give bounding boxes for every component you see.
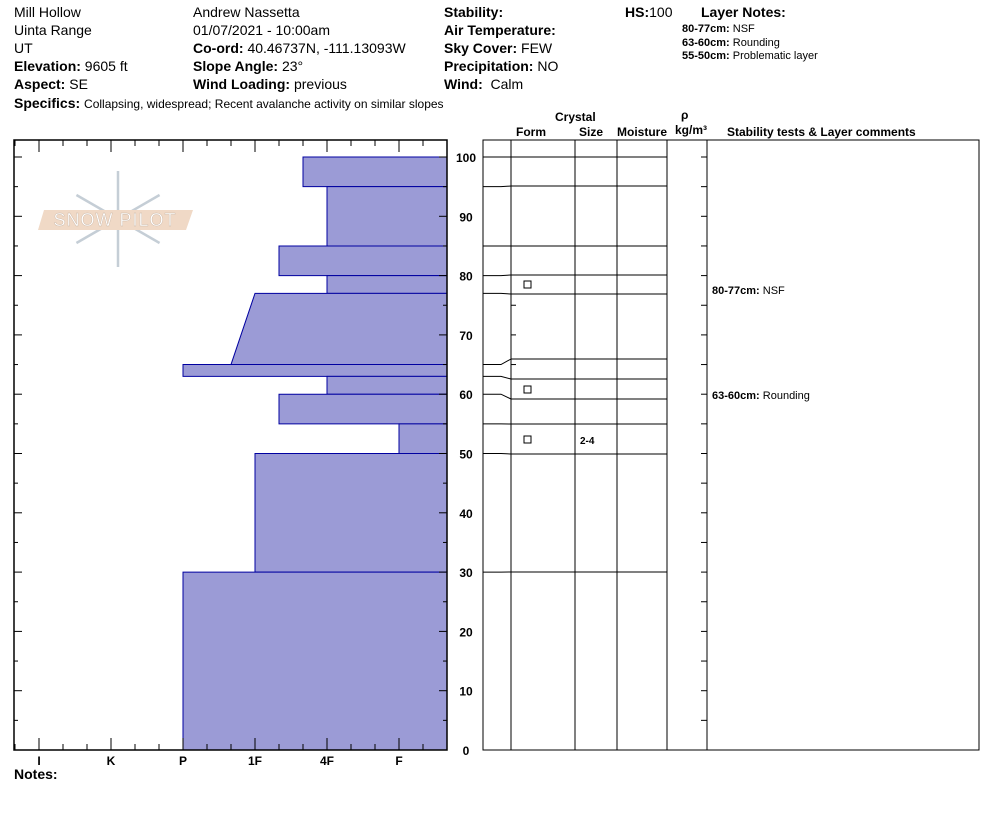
hardness-label: P: [179, 754, 187, 768]
range: Uinta Range: [14, 22, 92, 38]
hs: HS:100: [625, 4, 673, 20]
layer-note: 80-77cm: NSF: [682, 23, 755, 35]
logo-text: SNOW PILOT: [53, 210, 176, 230]
density-symbol: ρ: [681, 108, 689, 122]
layer-comment: 63-60cm: Rounding: [712, 390, 810, 402]
logo-band: [38, 210, 193, 230]
comments-frame: [706, 139, 980, 751]
density-unit: kg/m³: [675, 123, 708, 137]
comments-header: Stability tests & Layer comments: [727, 125, 916, 139]
coordinates: Co-ord: 40.46737N, -111.13093W: [193, 40, 406, 56]
elevation: Elevation: 9605 ft: [14, 58, 128, 74]
hardness-label: K: [107, 754, 116, 768]
notes-label: Notes:: [14, 766, 58, 782]
hardness-bar: [182, 571, 448, 751]
layer-connector: [483, 453, 512, 455]
depth-label: 10: [459, 685, 473, 699]
crystal-size: 2-4: [580, 436, 595, 447]
wind: Wind: Calm: [444, 76, 524, 92]
hardness-bar: [230, 292, 448, 366]
slope-angle: Slope Angle: 23°: [193, 58, 304, 74]
layer-connector: [483, 375, 512, 380]
moisture-header: Moisture: [617, 125, 668, 139]
layer-connector: [483, 292, 512, 295]
depth-label: 30: [459, 566, 473, 580]
hardness-bar: [254, 453, 448, 573]
layer-comment: 80-77cm: NSF: [712, 285, 785, 297]
depth-label: 50: [459, 448, 473, 462]
observer: Andrew Nassetta: [193, 4, 300, 20]
snowpilot-logo: SNOW PILOT: [38, 171, 193, 267]
layer-note: 63-60cm: Rounding: [682, 37, 780, 49]
location: Mill Hollow: [14, 4, 81, 20]
hardness-bar: [182, 364, 448, 377]
depth-label: 40: [459, 507, 473, 521]
hardness-bar: [278, 245, 448, 277]
depth-label: 70: [459, 329, 473, 343]
faceted-crystal-icon: [523, 385, 532, 394]
wind-loading: Wind Loading: previous: [193, 76, 347, 92]
air-temperature: Air Temperature:: [444, 22, 556, 38]
depth-label: 100: [456, 151, 476, 165]
depth-label: 20: [459, 625, 473, 639]
hardness-label: F: [395, 754, 402, 768]
layer-notes-title: Layer Notes:: [701, 4, 786, 20]
hardness-label: 1F: [248, 754, 262, 768]
size-header: Size: [579, 125, 604, 139]
stability: Stability:: [444, 4, 504, 20]
faceted-crystal-icon: [523, 280, 532, 289]
layer-connector: [483, 185, 512, 188]
hardness-bar: [326, 375, 448, 395]
hardness-bar: [326, 275, 448, 294]
layer-note: 55-50cm: Problematic layer: [682, 50, 818, 62]
hardness-bar: [326, 186, 448, 247]
sky-cover: Sky Cover: FEW: [444, 40, 553, 56]
hardness-bar: [302, 156, 448, 188]
specifics: Specifics: Collapsing, widespread; Recen…: [14, 95, 444, 111]
hardness-label: 4F: [320, 754, 334, 768]
layer-connector: [483, 274, 512, 277]
state: UT: [14, 40, 33, 56]
hardness-bar: [278, 393, 448, 425]
datetime: 01/07/2021 - 10:00am: [193, 22, 330, 38]
depth-label: 80: [459, 270, 473, 284]
layer-connector: [483, 393, 512, 400]
depth-label: 60: [459, 388, 473, 402]
aspect: Aspect: SE: [14, 76, 88, 92]
form-header: Form: [516, 125, 546, 139]
layer-connector: [483, 358, 512, 366]
depth-label: 90: [459, 210, 473, 224]
precipitation: Precipitation: NO: [444, 58, 559, 74]
depth-label: 0: [463, 744, 470, 758]
crystal-header: Crystal: [555, 110, 596, 124]
hardness-label: I: [37, 754, 40, 768]
hardness-bar: [398, 423, 448, 454]
faceted-crystal-icon: [523, 435, 532, 444]
